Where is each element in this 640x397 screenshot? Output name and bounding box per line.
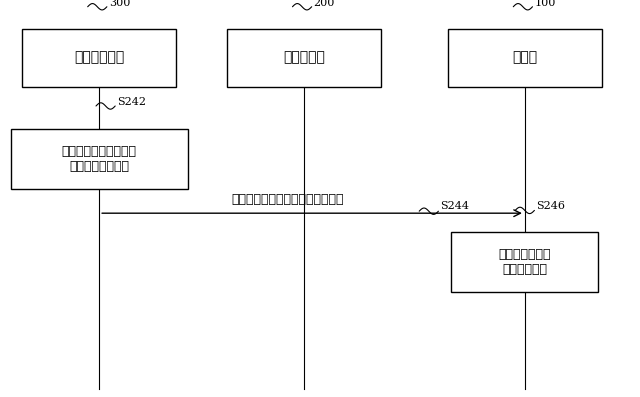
Bar [451,232,598,292]
Text: 100: 100 [534,0,556,8]
Text: 200: 200 [314,0,335,8]
Text: オペレーションモードリクエスト: オペレーションモードリクエスト [232,193,344,206]
Text: S242: S242 [117,97,146,107]
Text: オペレーション
モードを決定: オペレーション モードを決定 [499,248,551,276]
Text: S244: S244 [440,201,469,212]
Text: オペレーションモード
リクエストを生成: オペレーションモード リクエストを生成 [61,145,137,173]
Text: リレー端末: リレー端末 [283,50,325,65]
Bar [22,29,176,87]
Text: 300: 300 [109,0,130,8]
Text: S246: S246 [536,201,565,212]
Bar [448,29,602,87]
Bar [11,129,188,189]
Text: リモート端末: リモート端末 [74,50,124,65]
Text: 基地局: 基地局 [512,50,538,65]
Bar [227,29,381,87]
